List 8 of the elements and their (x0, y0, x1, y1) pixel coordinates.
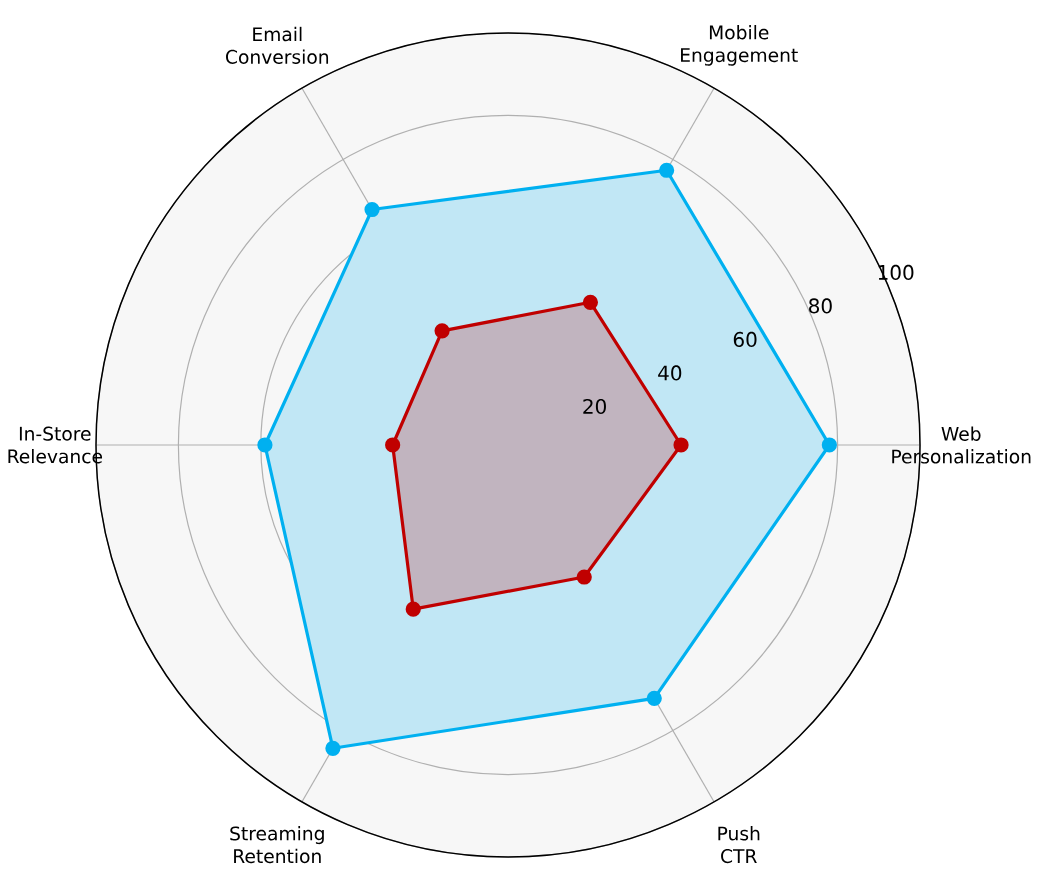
y-tick-label: 80 (809, 298, 832, 314)
spoke-label: Streaming Retention (230, 826, 324, 864)
spoke-label: Push CTR (718, 826, 760, 864)
spoke-label: Mobile Engagement (681, 25, 798, 66)
spoke-label: Email Conversion (226, 26, 329, 64)
y-tick-label: 60 (733, 331, 757, 347)
y-tick-label: 20 (583, 398, 606, 415)
y-tick-label: 40 (658, 365, 682, 381)
